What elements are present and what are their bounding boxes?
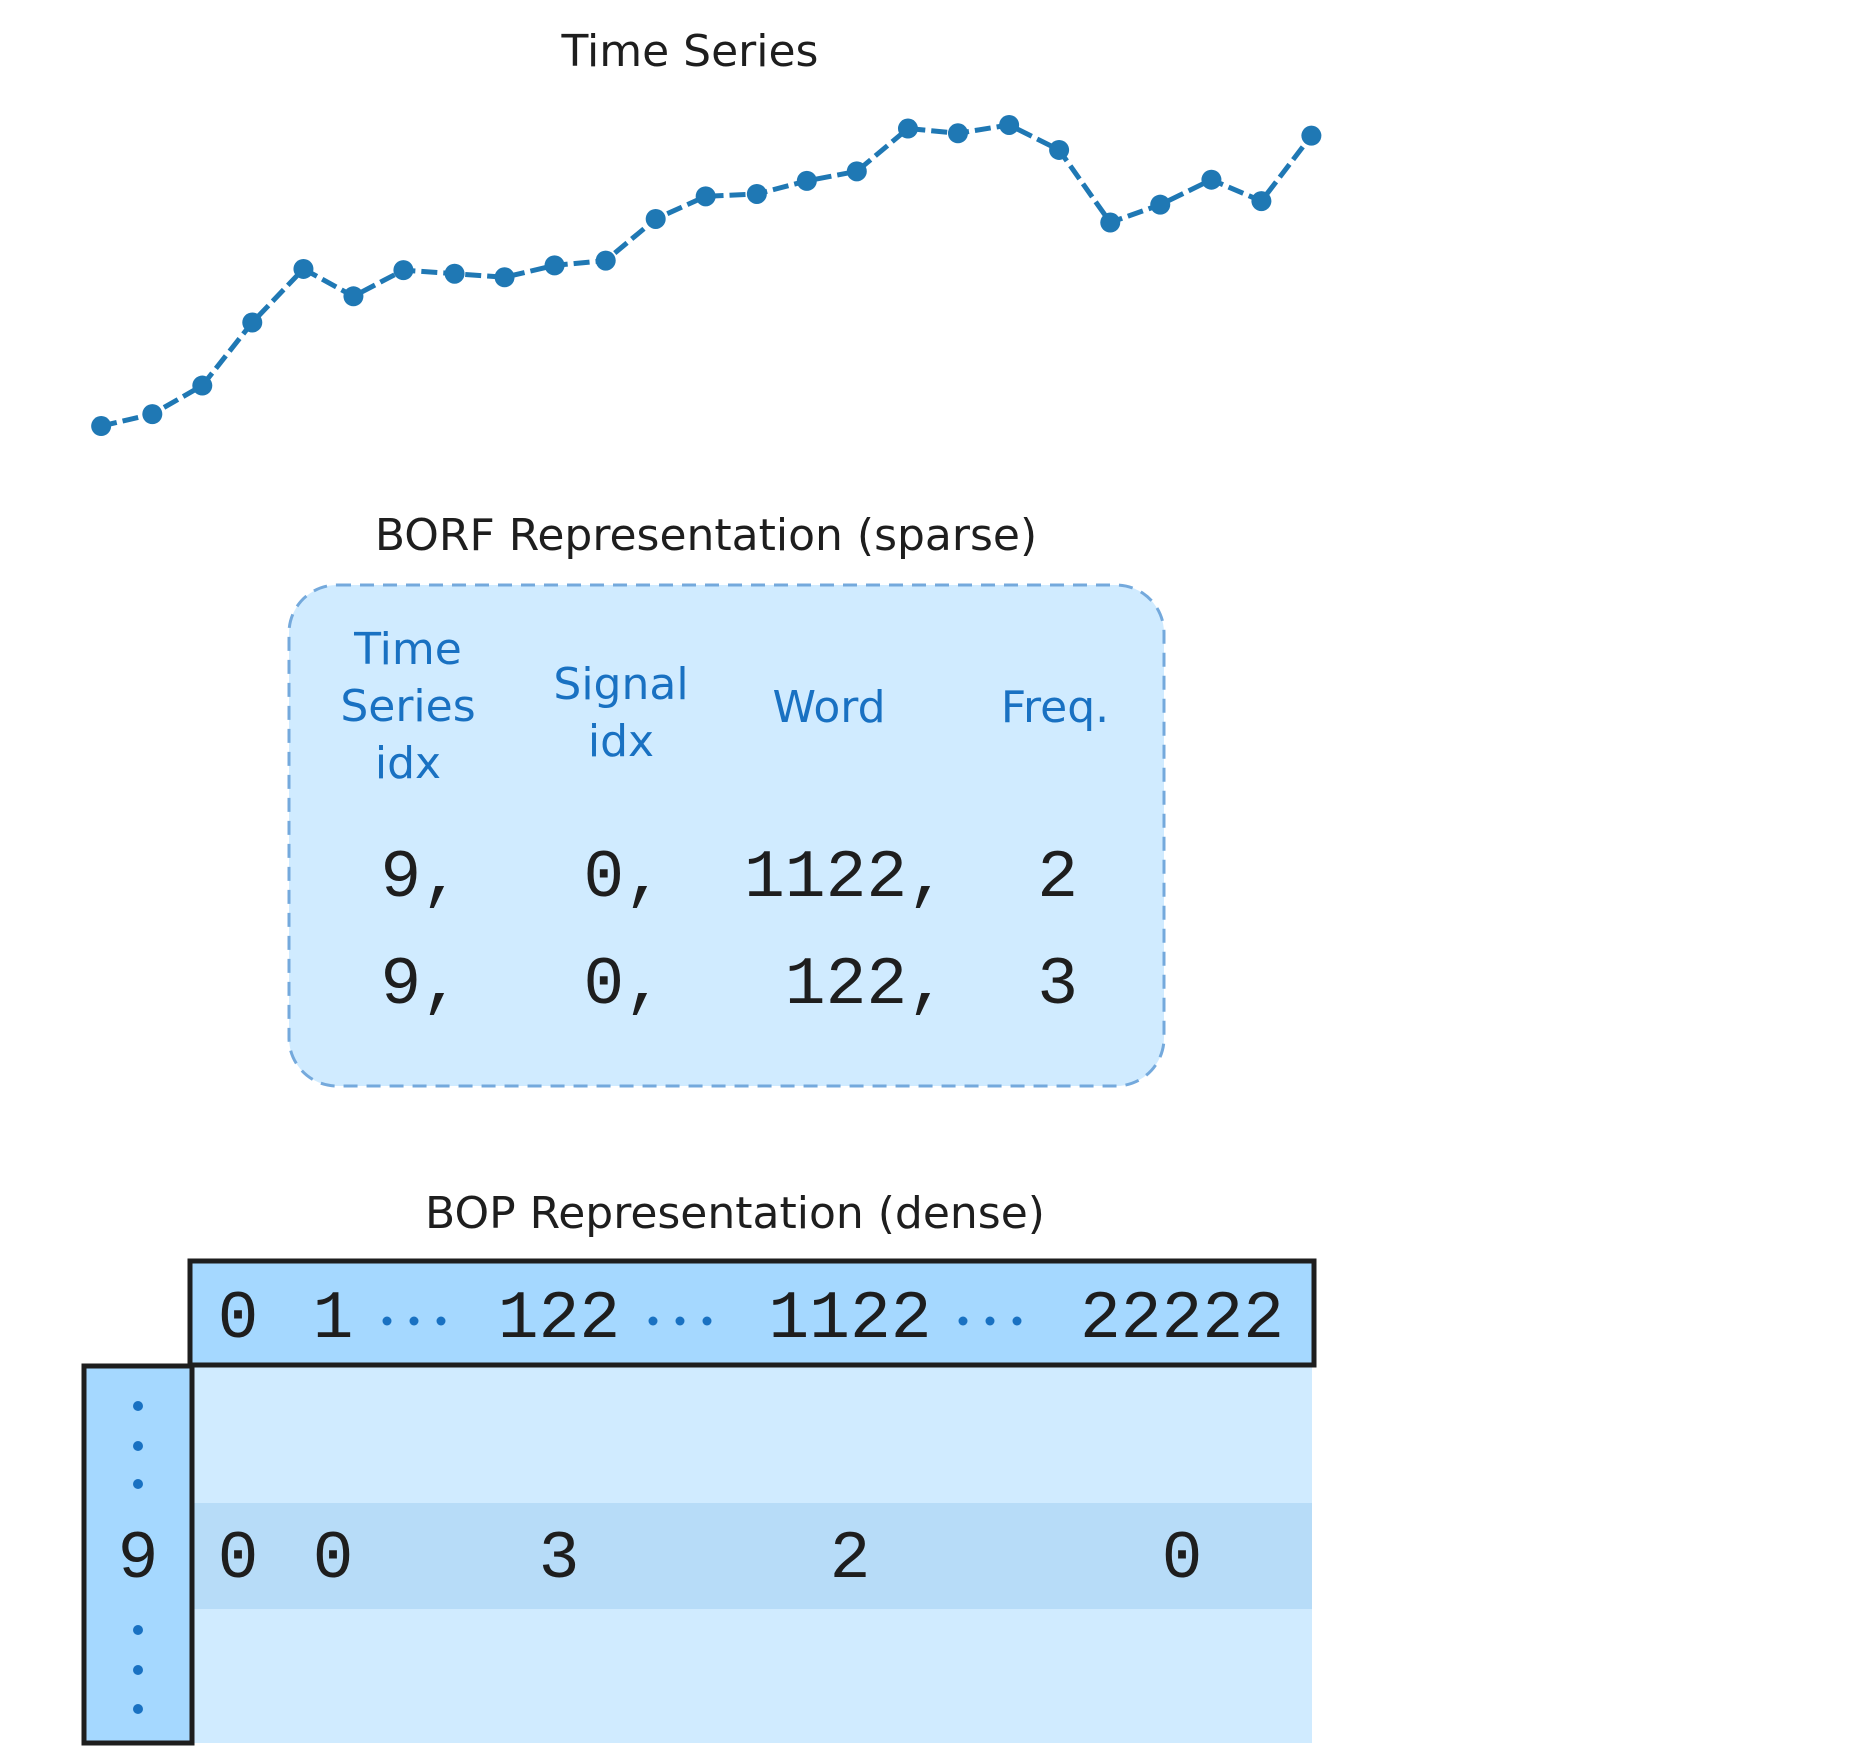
bop-value: 0 [218,1521,259,1598]
borf-cell: 1122, [744,840,948,917]
series-point [999,114,1020,135]
bop-highlight-row [192,1503,1312,1609]
bop-value: 0 [1162,1521,1203,1598]
series-point [746,183,767,204]
ellipsis-dot [133,1441,143,1451]
bop-header-box [187,1258,1317,1368]
series-point [1201,169,1222,190]
bop-value: 0 [313,1521,354,1598]
series-point [846,161,867,182]
series-point [695,186,716,207]
bop-column-label: 122 [498,1281,620,1358]
bop-column-label: 22222 [1080,1281,1284,1358]
series-point [1301,125,1322,146]
bop-column-label: 1 [313,1281,354,1358]
borf-cell: 2 [1037,840,1078,917]
borf-cell: 0, [583,840,665,917]
bop-column-label: 0 [218,1281,259,1358]
time-series-line [91,114,1322,437]
series-line [100,122,1314,429]
borf-box [287,583,1166,1088]
series-point [1049,139,1070,160]
series-point [947,123,968,144]
series-point [595,250,616,271]
ellipsis-dot [985,1316,995,1326]
ellipsis-dot [133,1625,143,1635]
ellipsis-dot [409,1316,419,1326]
series-point [293,258,314,279]
bop-index-box [81,1363,195,1746]
series-point [544,255,565,276]
time-series-title: Time Series [561,26,819,77]
borf-header: Time Series idx [340,624,476,790]
series-point [343,286,364,307]
ellipsis-dot [133,1401,143,1411]
series-point [897,118,918,139]
bop-title: BOP Representation (dense) [425,1188,1045,1239]
borf-rows: 9, 0, 1122, 2 9, 0, 122, 3 [380,840,1078,1024]
ellipsis-dot [675,1316,685,1326]
ellipsis-dot [133,1704,143,1714]
ellipsis-dot [702,1316,712,1326]
series-point [1150,194,1171,215]
ellipsis-dot [958,1316,968,1326]
ellipsis-dot [436,1316,446,1326]
series-point [142,404,163,425]
series-point [393,260,414,281]
series-point [645,208,666,229]
bop-row-index: 9 [118,1521,159,1598]
borf-cell: 122, [785,947,948,1024]
borf-cell: 0, [583,947,665,1024]
series-point [494,267,515,288]
borf-cell: 3 [1037,947,1078,1024]
borf-header: Freq. [1000,682,1110,733]
borf-header: Word [772,682,886,733]
series-point [242,312,263,333]
ellipsis-dot [133,1479,143,1489]
series-point [1100,212,1121,233]
bop-value: 3 [539,1521,580,1598]
bop-value: 2 [830,1521,871,1598]
ellipsis-dot [648,1316,658,1326]
bop-column-label: 1122 [768,1281,931,1358]
series-point [91,416,112,437]
series-point [192,375,213,396]
borf-title: BORF Representation (sparse) [375,510,1037,561]
series-point [796,170,817,191]
series-point [1251,191,1272,212]
ellipsis-dot [1012,1316,1022,1326]
ellipsis-dot [133,1665,143,1675]
borf-cell: 9, [380,947,462,1024]
series-point [444,263,465,284]
borf-header: Signal idx [553,659,689,768]
ellipsis-dot [382,1316,392,1326]
borf-cell: 9, [380,840,462,917]
